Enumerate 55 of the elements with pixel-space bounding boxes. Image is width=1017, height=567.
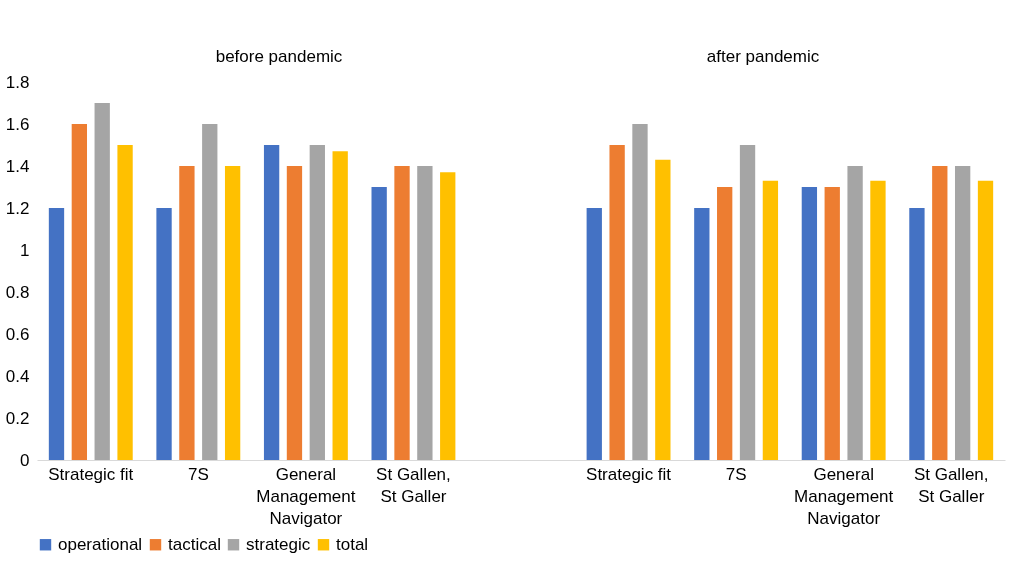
text: before pandemic bbox=[215, 47, 343, 66]
y-tick-label: 0.6 bbox=[5, 324, 30, 344]
bar bbox=[263, 145, 280, 460]
y-tick-label: 0.8 bbox=[5, 282, 30, 302]
bar bbox=[954, 166, 971, 460]
y-tick-label: 0 bbox=[20, 450, 30, 470]
bar bbox=[870, 180, 886, 460]
bar bbox=[586, 208, 602, 460]
bar bbox=[417, 166, 433, 460]
bar bbox=[717, 187, 733, 460]
bar bbox=[762, 180, 779, 460]
bar bbox=[847, 166, 863, 460]
bar bbox=[332, 151, 348, 460]
bar bbox=[94, 103, 110, 460]
bar bbox=[286, 166, 303, 460]
x-tick-label: St Gallen, St Galler bbox=[376, 464, 451, 506]
bar bbox=[824, 187, 840, 460]
bar bbox=[309, 145, 325, 460]
bar bbox=[224, 166, 241, 460]
x-tick-label: St Gallen, St Galler bbox=[913, 464, 989, 506]
bar bbox=[202, 124, 218, 460]
bar bbox=[977, 180, 994, 460]
bar bbox=[932, 166, 948, 460]
text: after pandemic bbox=[706, 47, 820, 66]
bar bbox=[609, 145, 625, 460]
bar bbox=[371, 187, 387, 460]
bar bbox=[179, 166, 195, 460]
bar bbox=[71, 124, 88, 460]
bar bbox=[156, 208, 172, 460]
x-tick-label: Strategic fit bbox=[48, 464, 134, 484]
y-tick-label: 1 bbox=[20, 240, 30, 260]
bar bbox=[440, 172, 456, 460]
bar bbox=[739, 145, 756, 460]
bar bbox=[801, 187, 818, 460]
legend-label: operational bbox=[58, 534, 143, 554]
y-tick-label: 1.2 bbox=[5, 198, 30, 218]
bar bbox=[394, 166, 410, 460]
bar bbox=[48, 208, 65, 460]
bar bbox=[632, 124, 648, 460]
y-tick-label: 0.2 bbox=[5, 408, 30, 428]
y-tick-label: 1.4 bbox=[5, 156, 30, 176]
y-tick-label: 1.6 bbox=[5, 114, 30, 134]
y-tick-label: 0.4 bbox=[5, 366, 30, 386]
bar bbox=[655, 159, 671, 460]
x-tick-label: General Management Navigator bbox=[794, 464, 894, 528]
legend-label: strategic bbox=[246, 534, 311, 554]
bar bbox=[694, 208, 710, 460]
legend-label: total bbox=[336, 534, 369, 554]
y-tick-label: 1.8 bbox=[5, 72, 30, 92]
x-tick-label: 7S bbox=[725, 464, 747, 484]
bar bbox=[909, 208, 925, 460]
x-tick-label: Strategic fit bbox=[586, 464, 672, 484]
legend-label: tactical bbox=[168, 534, 221, 554]
x-tick-label: 7S bbox=[187, 464, 209, 484]
bar bbox=[117, 145, 133, 460]
